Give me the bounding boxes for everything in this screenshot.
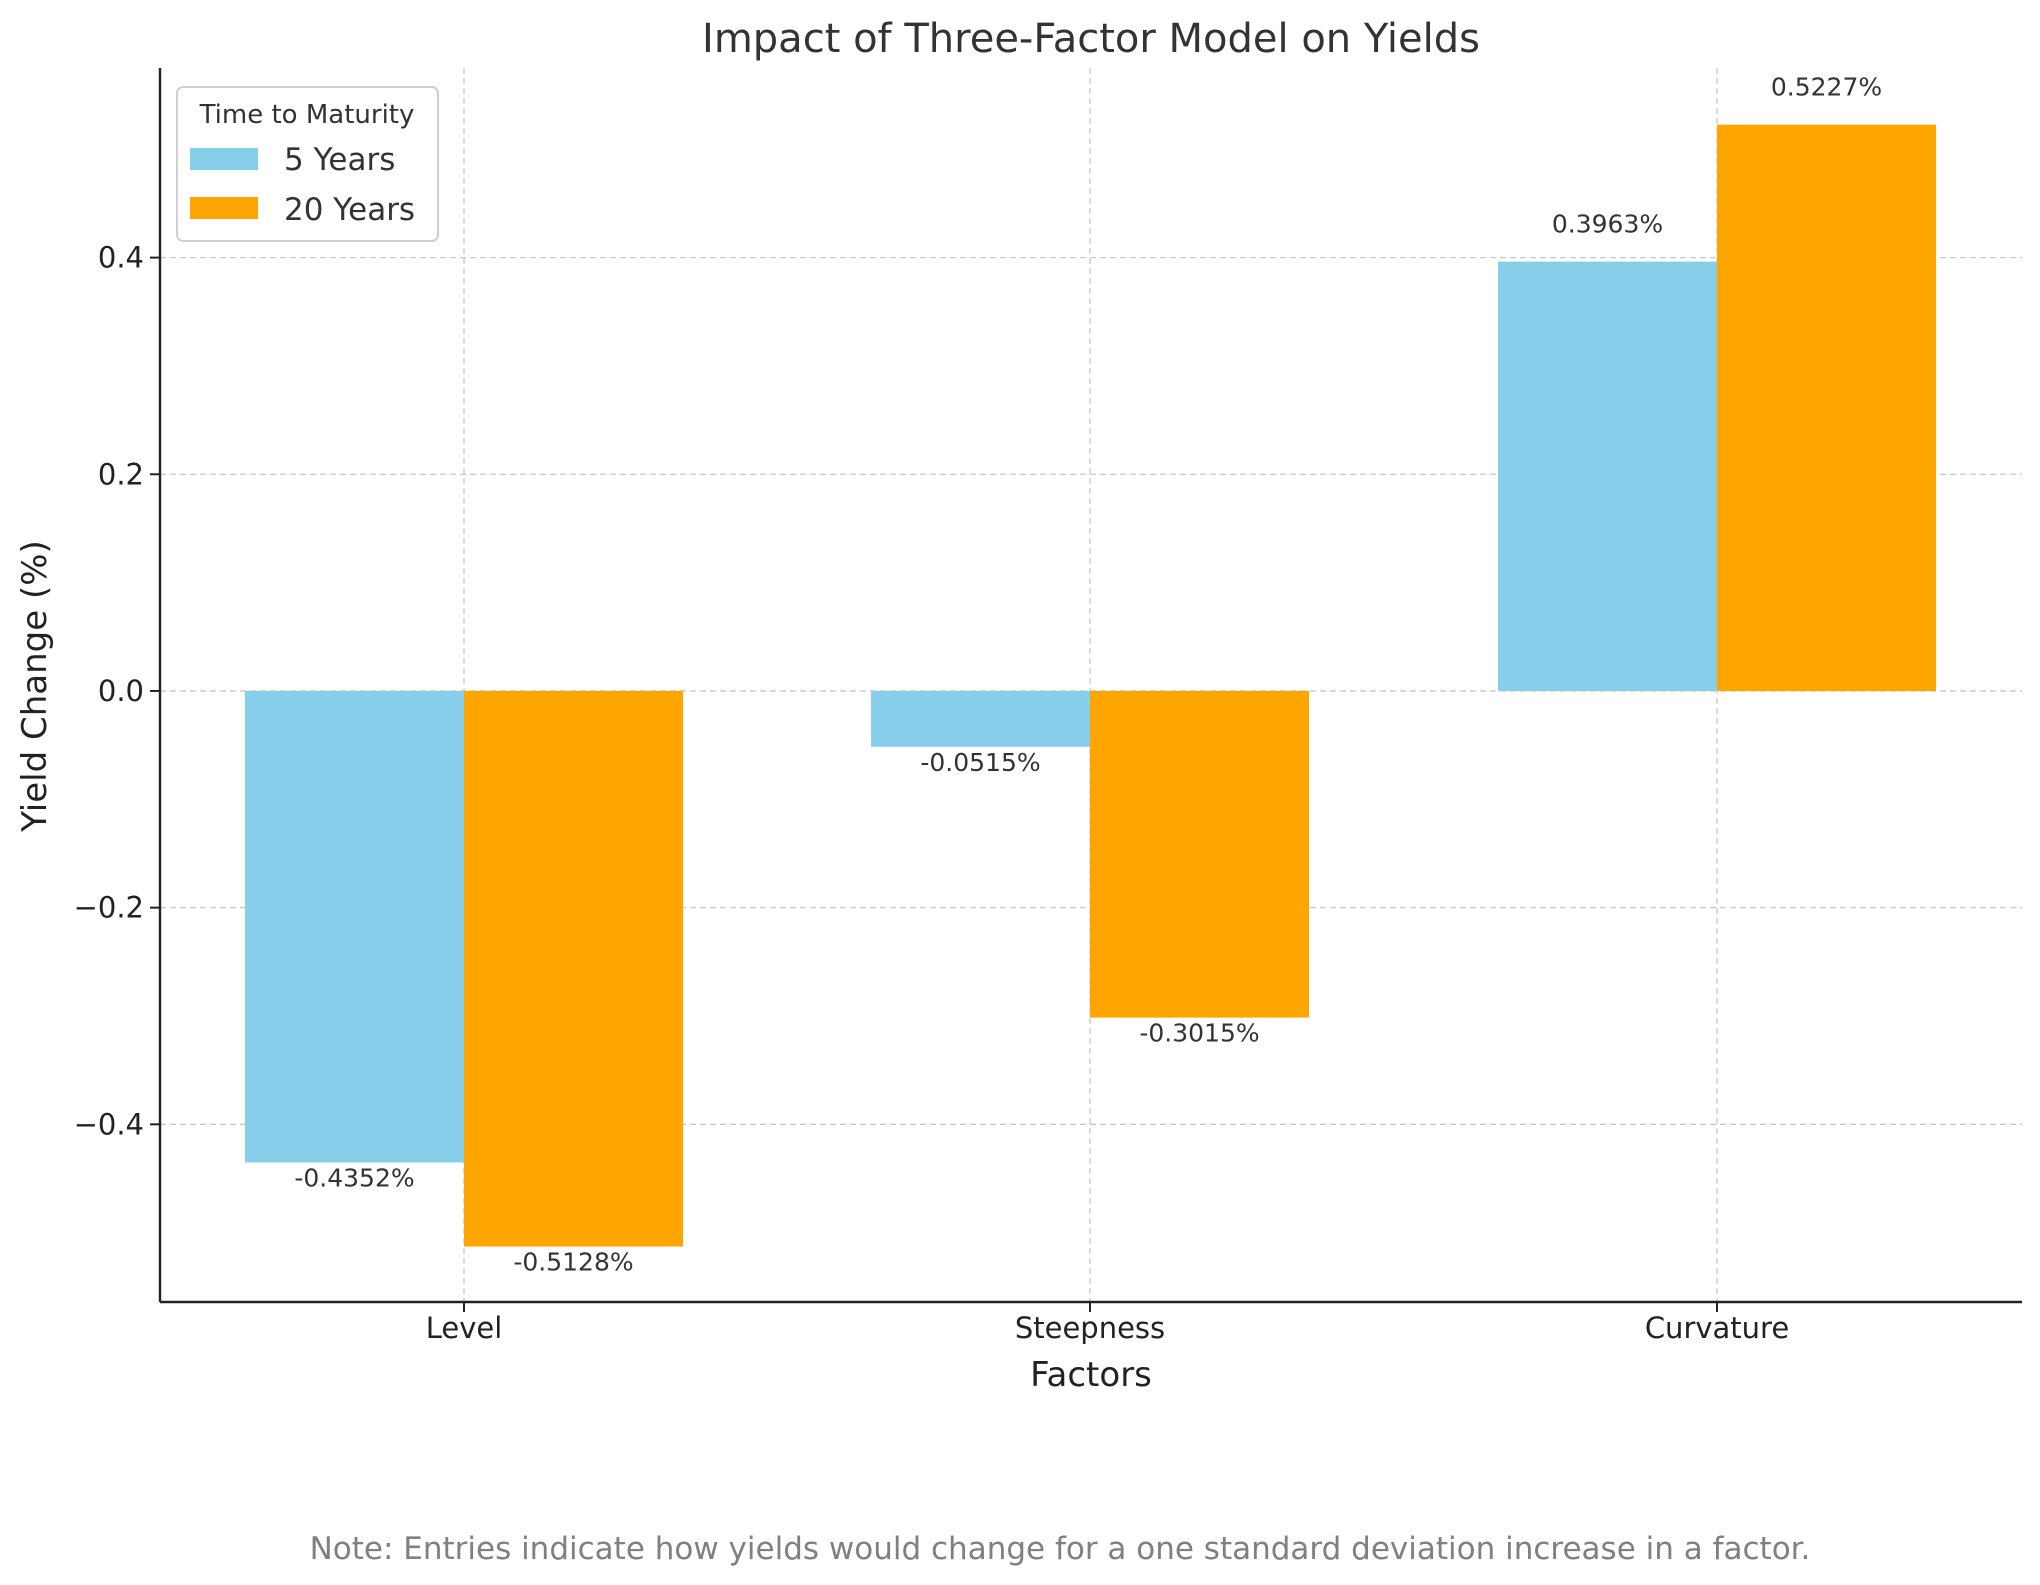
data-labels: -0.4352% -0.0515% 0.3963% -0.5128% -0.3015% 0…: [294, 73, 1882, 1277]
legend-label-20-years: 20 Years: [284, 192, 415, 228]
x-tick-label: Steepness: [1015, 1311, 1165, 1345]
y-tick-label: 0.0: [98, 674, 144, 708]
y-axis-label: Yield Change (%): [15, 540, 55, 833]
data-label: -0.3015%: [1139, 1019, 1259, 1048]
legend-title: Time to Maturity: [199, 100, 415, 130]
legend-swatch-20-years: [190, 197, 258, 219]
bar: [464, 690, 683, 1247]
bar: [1090, 690, 1309, 1018]
chart-title: Impact of Three-Factor Model on Yields: [702, 16, 1480, 62]
x-axis-label: Factors: [1030, 1355, 1152, 1395]
y-tick-label: −0.4: [74, 1107, 144, 1141]
data-label: -0.4352%: [294, 1163, 414, 1192]
x-tick-label: Level: [426, 1311, 503, 1345]
legend-label-5-years: 5 Years: [284, 142, 395, 178]
legend: Time to Maturity 5 Years 20 Years: [176, 86, 439, 242]
bar: [1717, 124, 1936, 691]
bar: [1498, 261, 1717, 691]
y-tick-label: 0.4: [98, 241, 144, 275]
data-label: 0.3963%: [1552, 210, 1663, 239]
data-label: -0.5128%: [513, 1248, 633, 1277]
tick-labels: −0.4 −0.2 0.0 0.2 0.4 Level Steepness Curvature: [74, 241, 1790, 1345]
bar: [871, 690, 1090, 747]
legend-swatch-5-years: [190, 148, 258, 170]
footnote: Note: Entries indicate how yields would …: [310, 1531, 1811, 1567]
y-tick-label: −0.2: [74, 891, 144, 925]
x-tick-label: Curvature: [1645, 1311, 1789, 1345]
y-tick-label: 0.2: [98, 457, 144, 491]
data-label: 0.5227%: [1771, 73, 1882, 102]
bars: [245, 124, 1936, 1247]
data-label: -0.0515%: [920, 748, 1040, 777]
bar: [245, 690, 464, 1163]
